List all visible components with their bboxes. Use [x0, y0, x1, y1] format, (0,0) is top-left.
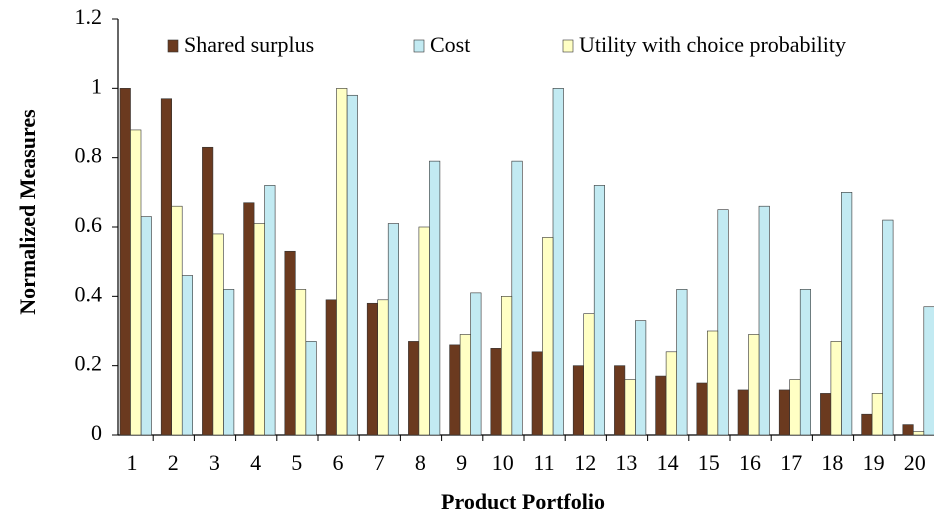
legend-label: Shared surplus: [184, 32, 314, 57]
bar: [387, 223, 400, 436]
bar: [181, 275, 193, 436]
bar: [624, 379, 636, 436]
bar: [923, 306, 934, 436]
bar: [305, 341, 317, 436]
x-tick-label: 15: [698, 450, 720, 475]
bar: [820, 393, 832, 436]
bar: [511, 160, 523, 436]
bar: [902, 424, 914, 436]
y-tick-label: 0.6: [75, 212, 103, 237]
bar: [706, 330, 719, 436]
bar: [366, 302, 379, 436]
bar: [429, 160, 441, 436]
bar: [799, 289, 812, 436]
x-tick-label: 3: [209, 450, 220, 475]
bar: [531, 351, 543, 436]
bar: [325, 299, 337, 436]
x-tick-label: 7: [374, 450, 385, 475]
bar: [841, 192, 853, 436]
bar: [665, 351, 677, 436]
x-tick-label: 17: [780, 450, 802, 475]
bar: [758, 205, 770, 436]
bar: [552, 88, 564, 436]
x-tick-label: 8: [415, 450, 426, 475]
x-tick-label: 9: [456, 450, 467, 475]
legend-label: Cost: [430, 32, 470, 57]
x-tick-label: 14: [657, 450, 679, 475]
bar: [696, 382, 708, 436]
bar: [418, 226, 430, 436]
bar: [470, 292, 482, 436]
bar: [737, 389, 749, 436]
x-tick-label: 12: [574, 450, 596, 475]
x-axis-label: Product Portfolio: [441, 489, 605, 514]
x-tick-label: 20: [904, 450, 926, 475]
bar: [459, 334, 471, 436]
bar: [212, 233, 224, 436]
y-tick-label: 0.4: [75, 281, 103, 306]
bar: [912, 431, 925, 436]
bar: [778, 389, 791, 436]
bar: [336, 88, 348, 436]
bar: [130, 129, 142, 436]
bar: [882, 219, 894, 436]
x-tick-label: 1: [127, 450, 138, 475]
bar: [717, 209, 729, 436]
x-tick-label: 16: [739, 450, 761, 475]
bar: [264, 185, 276, 436]
y-tick-label: 0.8: [75, 143, 103, 168]
bar: [490, 348, 502, 436]
x-tick-label: 19: [863, 450, 885, 475]
bar: [377, 299, 389, 436]
bar: [140, 216, 152, 436]
bar: [593, 185, 606, 436]
bar: [542, 237, 554, 436]
bar: [119, 88, 131, 436]
y-tick-label: 1.2: [75, 4, 103, 29]
bar: [655, 375, 667, 436]
x-tick-label: 11: [533, 450, 554, 475]
legend-label: Utility with choice probability: [579, 32, 846, 57]
bar: [635, 320, 647, 436]
bar: [871, 393, 883, 436]
x-tick-label: 6: [333, 450, 344, 475]
y-tick-label: 0.2: [75, 351, 103, 376]
x-tick-label: 13: [615, 450, 637, 475]
bar: [284, 250, 296, 436]
bar: [171, 205, 183, 436]
bar: [346, 94, 358, 436]
bar: [572, 365, 585, 436]
legend-swatch: [413, 39, 425, 53]
x-tick-label: 5: [291, 450, 302, 475]
x-tick-label: 2: [168, 450, 179, 475]
x-tick-label: 10: [492, 450, 514, 475]
bar: [223, 289, 235, 436]
bar: [449, 344, 461, 436]
bar: [676, 289, 688, 436]
x-tick-label: 4: [250, 450, 261, 475]
bar: [253, 223, 265, 436]
bar: [789, 379, 801, 436]
y-tick-label: 0: [91, 420, 102, 445]
bar: [500, 296, 513, 436]
bar: [408, 341, 420, 436]
y-tick-label: 1: [91, 73, 102, 98]
bar: [748, 334, 760, 436]
bar: [294, 289, 307, 436]
bar: [202, 146, 214, 436]
bar: [830, 341, 842, 436]
bar: [243, 202, 255, 436]
y-axis-label: Normalized Measures: [15, 109, 40, 315]
bar: [861, 413, 873, 436]
bar: [583, 313, 595, 436]
x-tick-label: 18: [821, 450, 843, 475]
bar: [614, 365, 626, 436]
bar: [160, 98, 172, 436]
legend-swatch: [167, 39, 179, 53]
legend-swatch: [562, 39, 574, 53]
